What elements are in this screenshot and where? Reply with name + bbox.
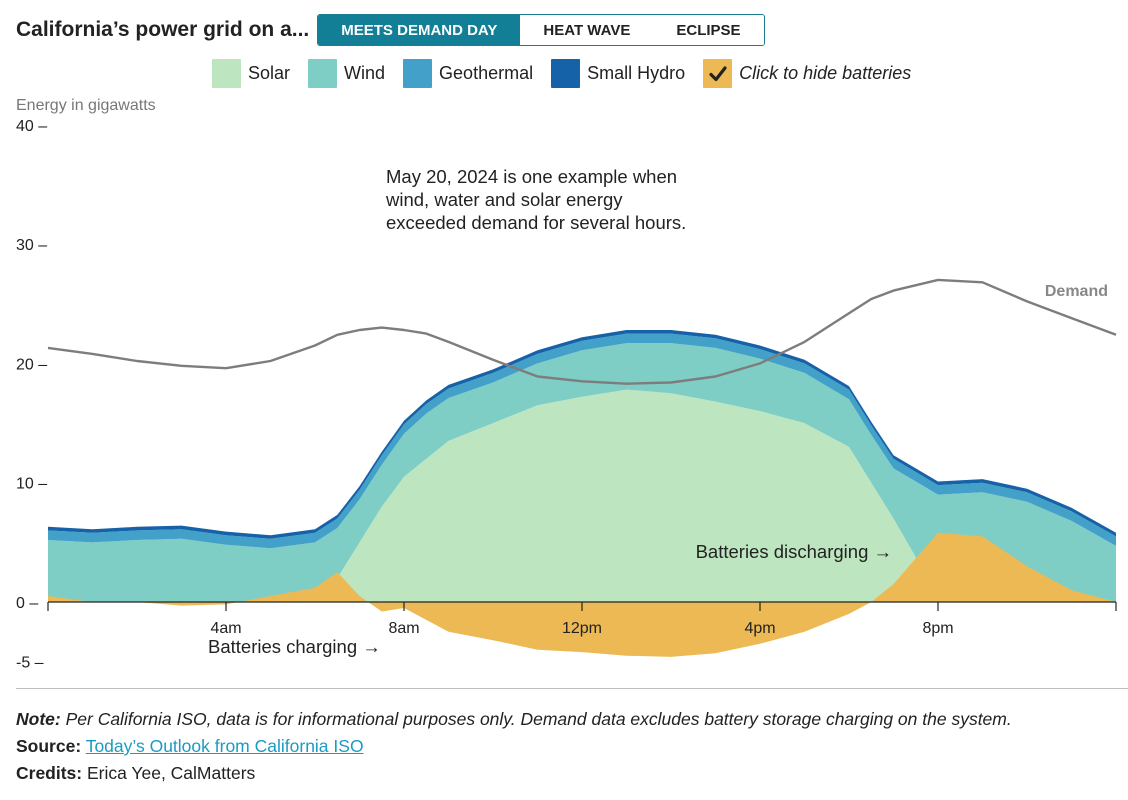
credits-line: Credits: Erica Yee, CalMatters	[16, 760, 1012, 787]
x-tick-label: 4am	[210, 620, 241, 637]
demand-line	[47, 278, 1117, 385]
legend-label-geothermal: Geothermal	[439, 63, 534, 83]
x-tick-label: 12pm	[562, 620, 602, 637]
source-link[interactable]: Today’s Outlook from California ISO	[85, 736, 364, 756]
x-tick-label: 8am	[388, 620, 419, 637]
legend-label-small-hydro: Small Hydro	[587, 63, 686, 83]
scenario-tabs: MEETS DEMAND DAY HEAT WAVE ECLIPSE	[317, 14, 765, 46]
divider	[16, 688, 1128, 689]
legend-item-small-hydro: Small Hydro	[551, 59, 685, 88]
energy-chart: Energy in gigawatts 40 – 30 – 20 – 10 – 0 – -…	[16, 97, 1117, 672]
footer: Note: Per California ISO, data is for in…	[16, 706, 1012, 787]
batteries-charging-annotation: Batteries charging →	[208, 636, 381, 657]
battery-checkbox[interactable]	[703, 59, 733, 88]
demand-series: Demand	[47, 278, 1117, 385]
note-label: Note:	[16, 709, 61, 729]
x-tick-label: 8pm	[922, 620, 953, 637]
battery-toggle[interactable]: Click to hide batteries	[703, 59, 911, 88]
demand-label: Demand	[1045, 283, 1108, 300]
checkmark-icon	[709, 65, 727, 81]
small-hydro-swatch	[551, 59, 581, 88]
y-axis: 40 – 30 – 20 – 10 – 0 – -5 –	[16, 118, 47, 672]
intro-annotation-line: exceeded demand for several hours.	[386, 212, 686, 233]
x-tick-label: 4pm	[744, 620, 775, 637]
source-label: Source:	[16, 736, 82, 756]
legend-item-solar: Solar	[212, 59, 290, 88]
tab-eclipse[interactable]: ECLIPSE	[653, 15, 764, 45]
y-tick-label: 20 –	[16, 356, 47, 373]
legend-label-solar: Solar	[248, 63, 291, 83]
geothermal-swatch	[403, 59, 433, 88]
legend: Solar Wind Geothermal Small Hydro Click …	[212, 59, 929, 88]
source-line: Source: Today’s Outlook from California …	[16, 733, 1012, 760]
legend-label-wind: Wind	[344, 63, 386, 83]
intro-annotation-line: May 20, 2024 is one example when	[386, 166, 677, 187]
y-tick-label: -5 –	[16, 655, 44, 672]
batteries-area	[48, 532, 1116, 657]
y-tick-label: 0 –	[16, 595, 38, 612]
credits-label: Credits:	[16, 763, 83, 783]
legend-item-geothermal: Geothermal	[403, 59, 533, 88]
note-text: Per California ISO, data is for informat…	[65, 709, 1012, 729]
page-title: California’s power grid on a...	[16, 18, 310, 41]
y-tick-label: 10 –	[16, 476, 47, 493]
x-axis: 4am 8am 12pm 4pm 8pm	[47, 601, 1117, 637]
solar-area	[48, 389, 1116, 602]
y-tick-label: 30 –	[16, 237, 47, 254]
stacked-areas	[48, 330, 1116, 657]
wind-swatch	[308, 59, 338, 88]
y-axis-label: Energy in gigawatts	[16, 97, 156, 114]
tab-heat-wave[interactable]: HEAT WAVE	[520, 15, 654, 45]
note-line: Note: Per California ISO, data is for in…	[16, 706, 1012, 733]
chart-header: California’s power grid on a... MEETS DE…	[16, 14, 765, 46]
batteries-discharging-annotation: Batteries discharging →	[696, 541, 892, 562]
solar-swatch	[212, 59, 241, 88]
legend-item-wind: Wind	[308, 59, 385, 88]
y-tick-label: 40 –	[16, 118, 47, 135]
wind-area	[48, 343, 1116, 602]
credits-text: Erica Yee, CalMatters	[87, 763, 256, 783]
battery-toggle-label: Click to hide batteries	[739, 63, 912, 83]
intro-annotation-line: wind, water and solar energy	[385, 189, 623, 210]
tab-meets-demand-day[interactable]: MEETS DEMAND DAY	[318, 15, 521, 45]
